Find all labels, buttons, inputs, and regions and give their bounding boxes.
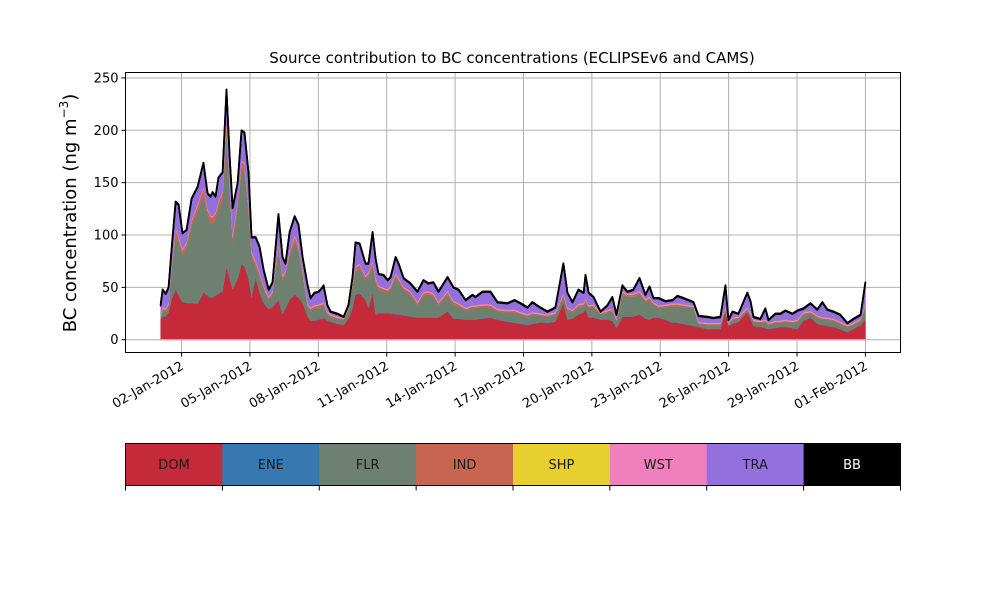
colorbar-label: BB bbox=[843, 458, 861, 473]
y-tick-label: 250 bbox=[94, 71, 119, 86]
colorbar-label: ENE bbox=[258, 458, 284, 473]
colorbar-label: TRA bbox=[742, 458, 768, 473]
y-axis: 0 50 100 150 200 250 bbox=[94, 71, 126, 348]
colorbar-swatch-flr bbox=[319, 443, 417, 486]
colorbar-label: SHP bbox=[549, 458, 575, 473]
colorbar-label: IND bbox=[453, 458, 477, 473]
colorbar-label: DOM bbox=[158, 458, 189, 473]
colorbar-swatch-shp bbox=[513, 443, 611, 486]
y-axis-label-exponent: −3 bbox=[57, 101, 71, 119]
colorbar-swatch-tra bbox=[706, 443, 805, 486]
y-tick-label: 50 bbox=[102, 281, 119, 296]
chart-title: Source contribution to BC concentrations… bbox=[269, 49, 754, 67]
y-tick-label: 0 bbox=[110, 333, 118, 348]
colorbar-swatch-ind bbox=[416, 443, 514, 486]
plot-area bbox=[125, 72, 901, 353]
total-line-group bbox=[159, 88, 867, 324]
y-axis-label: BC concentration (ng m−3) bbox=[57, 94, 81, 333]
colorbar-swatch-dom bbox=[125, 443, 223, 486]
colorbar-swatch-wst bbox=[609, 443, 708, 486]
colorbar-swatch-bb bbox=[803, 443, 901, 486]
y-axis-label-suffix: ) bbox=[60, 94, 81, 101]
colorbar-swatch-ene bbox=[222, 443, 320, 486]
y-axis-label-main: BC concentration (ng m bbox=[60, 118, 81, 332]
colorbar-legend: DOM ENE FLR IND SHP WST TRA BB bbox=[125, 443, 901, 491]
colorbar-label: WST bbox=[644, 458, 673, 473]
total-line bbox=[159, 88, 867, 324]
y-tick-label: 100 bbox=[94, 229, 119, 244]
axes-frame bbox=[125, 72, 901, 353]
colorbar-label: FLR bbox=[356, 458, 380, 473]
y-tick-label: 150 bbox=[94, 176, 119, 191]
y-tick-label: 200 bbox=[94, 124, 119, 139]
